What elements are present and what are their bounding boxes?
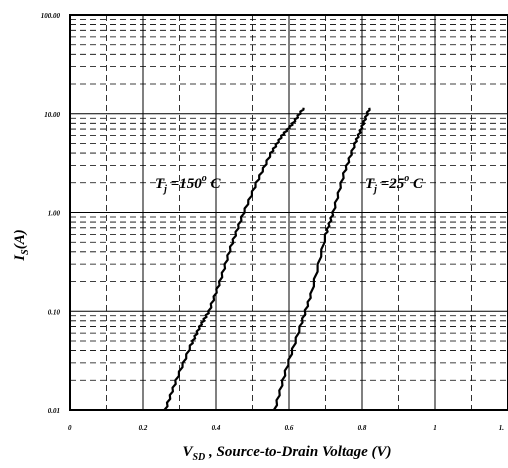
series-label-tj150: Tj =150o C bbox=[155, 173, 222, 195]
y-tick-label: 100.00 bbox=[41, 12, 61, 20]
x-tick-label: 1. bbox=[499, 424, 505, 432]
series-layer bbox=[163, 107, 371, 411]
x-axis-title: VSD , Source-to-Drain Voltage (V) bbox=[182, 444, 391, 463]
x-tick-label: 0.6 bbox=[285, 424, 294, 432]
series-label-tj25: Tj =25o C bbox=[365, 173, 424, 195]
tick-layer: 0 0.2 0.4 0.6 0.8 1 1. 0.01 0.10 1.00 10.00 100.00 bbox=[41, 12, 505, 432]
x-tick-label: 0 bbox=[68, 424, 72, 432]
series-line-tj25 bbox=[272, 107, 371, 411]
x-tick-label: 1 bbox=[433, 424, 437, 432]
grid-layer bbox=[70, 15, 508, 410]
plot-frame bbox=[69, 14, 508, 411]
x-tick-label: 0.8 bbox=[358, 424, 367, 432]
y-tick-label: 0.01 bbox=[48, 407, 60, 415]
x-tick-label: 0.2 bbox=[139, 424, 148, 432]
series-line-tj150 bbox=[163, 107, 305, 411]
y-tick-label: 10.00 bbox=[44, 111, 60, 119]
y-tick-label: 1.00 bbox=[48, 210, 61, 218]
x-tick-label: 0.4 bbox=[212, 424, 221, 432]
y-axis-title: IS(A) bbox=[12, 229, 31, 261]
y-tick-label: 0.10 bbox=[48, 308, 61, 316]
